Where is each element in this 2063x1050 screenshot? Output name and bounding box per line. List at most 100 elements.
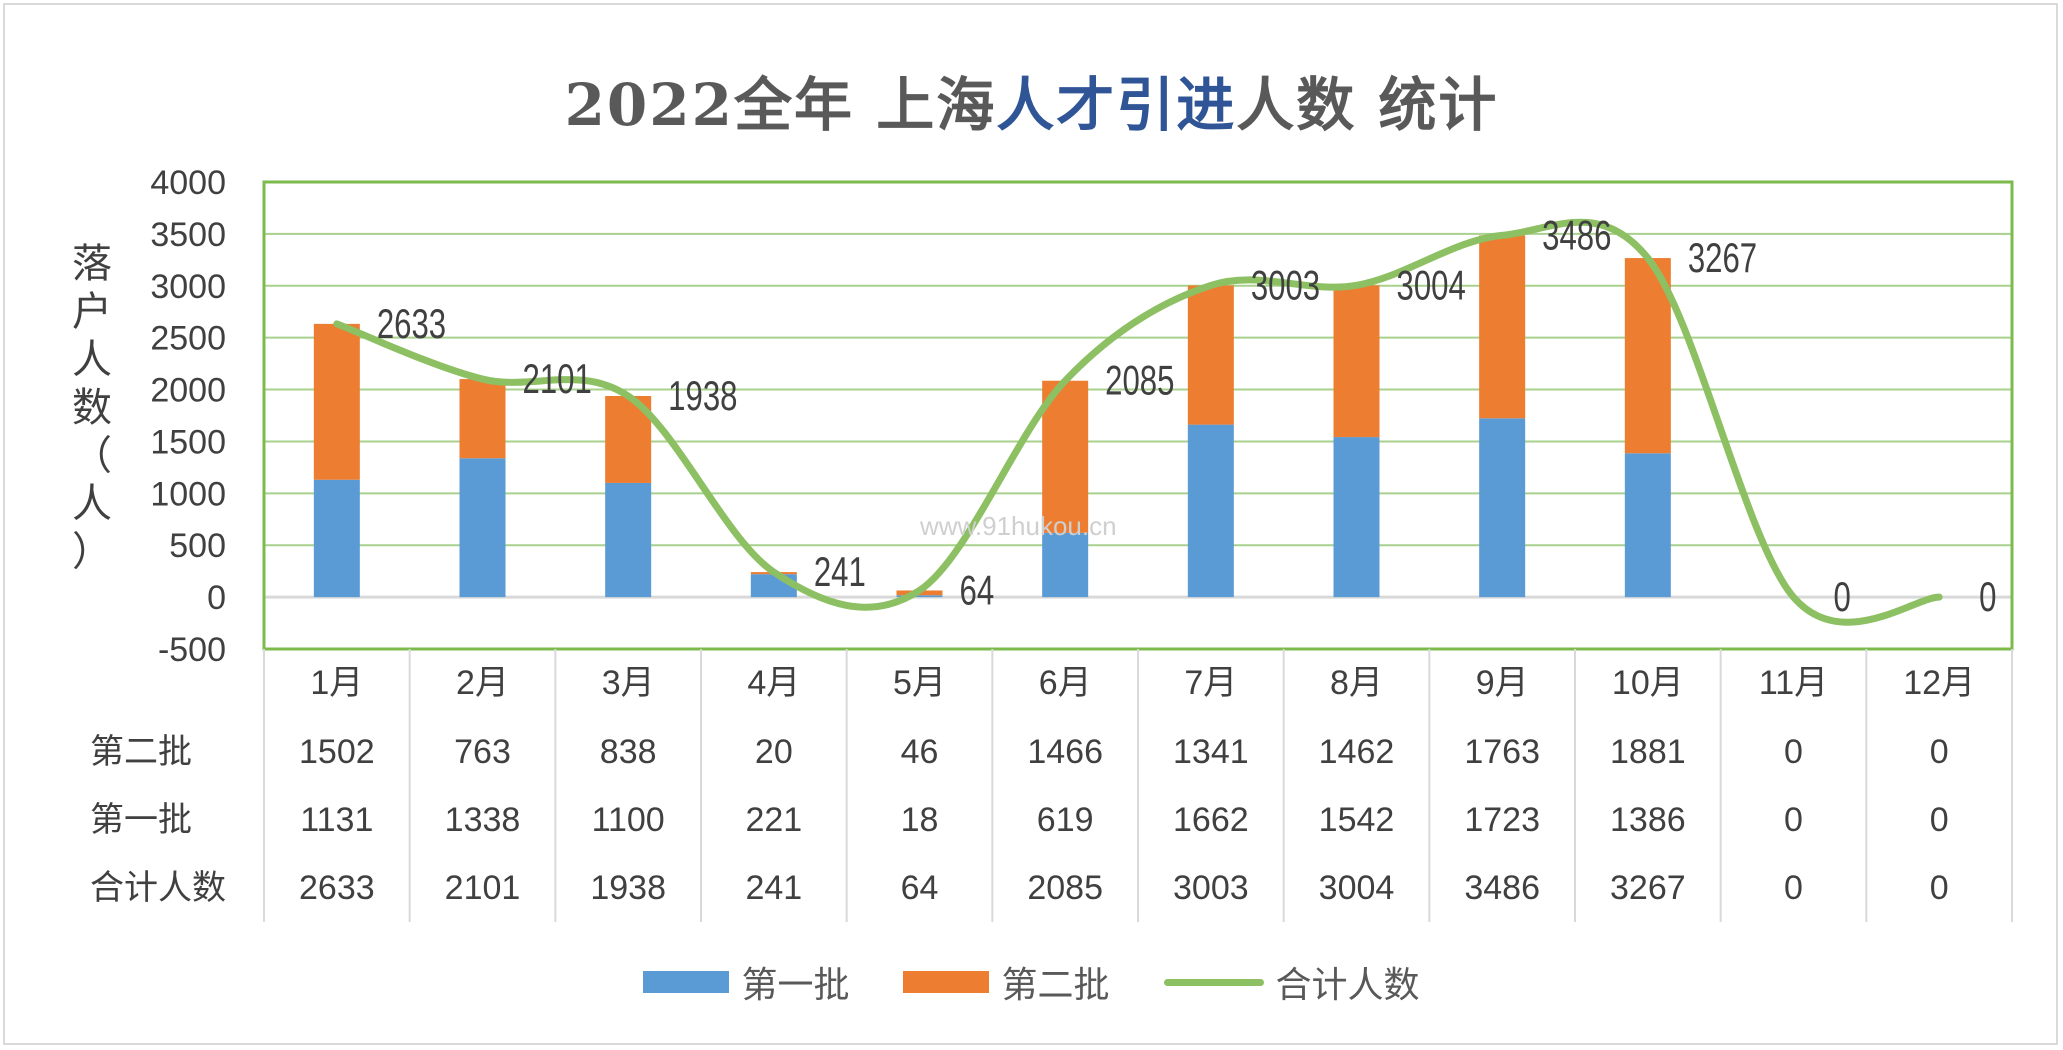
table-cell: 0	[1930, 733, 1949, 771]
table-cell: 46	[901, 733, 939, 771]
table-cell: 3267	[1610, 869, 1686, 907]
y-tick-label: 2500	[150, 320, 226, 358]
bar-batch2	[1187, 285, 1234, 425]
table-cell: 2085	[1027, 869, 1103, 907]
x-category-label: 10月	[1612, 664, 1684, 702]
legend-swatch-total	[1163, 978, 1264, 986]
legend: 第一批 第二批 合计人数	[0, 956, 2063, 1008]
table-cell: 0	[1784, 869, 1803, 907]
y-tick-label: 0	[207, 579, 226, 617]
table-row-label: 合计人数	[90, 869, 226, 907]
total-data-label: 3003	[1251, 262, 1320, 308]
y-axis-label-char: （	[72, 433, 112, 479]
bar-batch1	[459, 458, 506, 598]
table-cell: 3486	[1464, 869, 1540, 907]
table-cell: 1386	[1610, 801, 1686, 839]
x-category-label: 11月	[1759, 664, 1828, 702]
title-part-2: 人才引进	[996, 71, 1237, 139]
bar-batch1	[1042, 532, 1089, 598]
x-category-label: 1月	[310, 664, 363, 702]
table-cell: 0	[1784, 733, 1803, 771]
chart-frame	[3, 3, 2058, 1045]
bar-batch1	[313, 479, 360, 598]
legend-swatch-batch2	[903, 971, 990, 993]
table-row-label: 第二批	[90, 733, 192, 771]
legend-item-total: 合计人数	[1163, 956, 1420, 1008]
legend-label-total: 合计人数	[1275, 965, 1420, 1006]
x-category-label: 8月	[1330, 664, 1383, 702]
y-tick-label: 3500	[150, 216, 226, 254]
y-tick-label: 3000	[150, 268, 226, 306]
chart-svg: -500050010001500200025003000350040002633…	[90, 164, 2014, 922]
y-axis-label-char: 户	[72, 289, 112, 335]
bar-batch2	[1333, 285, 1380, 438]
total-data-label: 2101	[523, 356, 592, 402]
title-part-3: 人数 统计	[1236, 71, 1499, 139]
y-axis-label-char: ）	[72, 529, 112, 575]
table-cell: 1502	[299, 733, 375, 771]
table-cell: 838	[600, 733, 657, 771]
bar-batch2	[1042, 380, 1089, 533]
legend-label-batch2: 第二批	[1001, 965, 1110, 1006]
legend-swatch-batch1	[643, 971, 730, 993]
bar-batch2	[313, 323, 360, 480]
bar-batch2	[1624, 258, 1671, 454]
table-cell: 0	[1784, 801, 1803, 839]
table-cell: 2101	[445, 869, 521, 907]
bar-batch2	[1479, 235, 1526, 419]
total-data-label: 2085	[1105, 357, 1174, 403]
x-category-label: 4月	[747, 664, 800, 702]
x-category-label: 6月	[1039, 664, 1092, 702]
table-cell: 241	[745, 869, 802, 907]
table-cell: 221	[745, 801, 802, 839]
bar-batch1	[1187, 424, 1234, 598]
table-cell: 763	[454, 733, 511, 771]
table-cell: 20	[755, 733, 793, 771]
bar-batch1	[605, 482, 652, 598]
table-cell: 1881	[1610, 733, 1686, 771]
y-axis-label-char: 落	[72, 241, 112, 287]
total-data-label: 2633	[377, 300, 446, 346]
table-cell: 64	[901, 869, 939, 907]
bar-batch2	[459, 379, 506, 459]
table-cell: 1341	[1173, 733, 1249, 771]
table-cell: 1466	[1027, 733, 1103, 771]
total-data-label: 0	[1834, 574, 1851, 620]
bar-batch1	[1333, 437, 1380, 598]
table-cell: 3003	[1173, 869, 1249, 907]
table-cell: 2633	[299, 869, 375, 907]
bar-batch1	[1624, 453, 1671, 598]
table-cell: 3004	[1319, 869, 1395, 907]
x-category-label: 5月	[893, 664, 946, 702]
table-cell: 0	[1930, 869, 1949, 907]
total-line	[333, 218, 1943, 626]
watermark: www.91hukou.cn	[920, 511, 1117, 541]
y-axis-label-char: 人	[72, 337, 112, 383]
table-cell: 1462	[1319, 733, 1395, 771]
table-cell: 1131	[300, 801, 373, 839]
title-part-1: 2022全年 上海	[564, 71, 997, 139]
legend-item-batch1: 第一批	[643, 956, 849, 1008]
table-cell: 0	[1930, 801, 1949, 839]
total-data-label: 0	[1979, 574, 1996, 620]
table-cell: 619	[1037, 801, 1094, 839]
x-category-label: 3月	[602, 664, 655, 702]
x-category-label: 7月	[1184, 664, 1237, 702]
y-axis-label-char: 人	[72, 481, 112, 527]
x-category-label: 9月	[1476, 664, 1529, 702]
table-cell: 1723	[1464, 801, 1540, 839]
total-data-label: 3267	[1688, 235, 1757, 281]
legend-label-batch1: 第一批	[741, 965, 850, 1006]
y-tick-label: -500	[158, 631, 226, 669]
table-cell: 1763	[1464, 733, 1540, 771]
y-axis-label: 落户人数（人）	[62, 240, 122, 576]
y-tick-label: 1500	[150, 423, 226, 461]
table-cell: 1542	[1319, 801, 1395, 839]
y-tick-label: 500	[169, 527, 226, 565]
table-cell: 1938	[590, 869, 666, 907]
y-tick-label: 4000	[150, 164, 226, 202]
y-tick-label: 2000	[150, 372, 226, 410]
total-data-label: 1938	[668, 373, 737, 419]
total-data-label: 3486	[1542, 212, 1611, 258]
y-tick-label: 1000	[150, 475, 226, 513]
